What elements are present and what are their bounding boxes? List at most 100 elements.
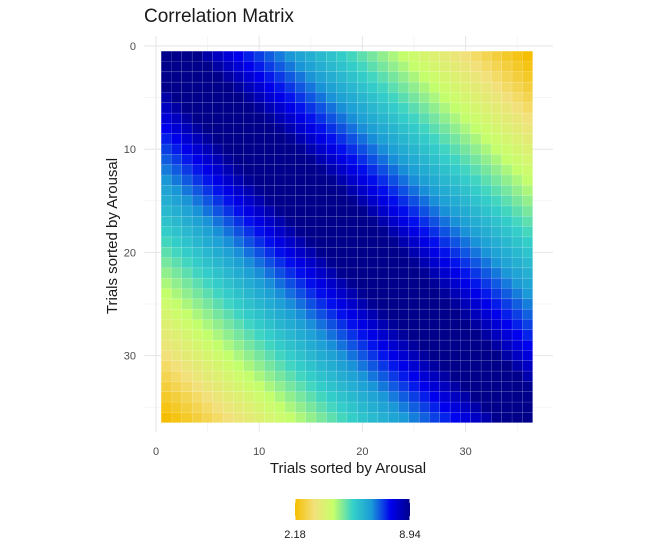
heatmap-cell (429, 71, 440, 83)
heatmap-cell (264, 195, 275, 206)
heatmap-cell (285, 381, 296, 392)
heatmap-cell (254, 185, 265, 196)
heatmap-cell (161, 175, 172, 186)
heatmap-cell (450, 247, 461, 258)
legend-ticks (294, 499, 411, 520)
heatmap-cell (181, 402, 193, 413)
cell-overlay-grid (160, 50, 533, 423)
heatmap-cell (171, 360, 182, 372)
heatmap-cell (254, 298, 265, 310)
heatmap-cell (264, 267, 275, 279)
heatmap-cell (171, 113, 182, 124)
heatmap-cell (481, 288, 492, 299)
heatmap-cell (181, 195, 193, 206)
heatmap-cell (233, 340, 244, 351)
heatmap-cell (181, 360, 193, 372)
heatmap-cell (295, 298, 306, 310)
heatmap-cell (522, 329, 533, 341)
heatmap-cell (305, 205, 316, 217)
heatmap-cell (481, 257, 492, 268)
heatmap-cell (512, 205, 523, 217)
heatmap-cell (223, 195, 234, 206)
heatmap-cell (326, 402, 337, 413)
heatmap-cell (202, 175, 213, 186)
heatmap-cell (274, 340, 285, 351)
heatmap-cell (501, 226, 513, 237)
heatmap-cell (377, 371, 389, 382)
heatmap-cell (326, 371, 337, 382)
heatmap-cell (326, 164, 337, 175)
heatmap-cell (429, 402, 440, 413)
x-axis-ticks: 0 10 20 30 (153, 446, 472, 458)
heatmap-cell (470, 391, 482, 403)
heatmap-cell (377, 123, 389, 134)
heatmap-cell (243, 195, 255, 206)
heatmap-cell (285, 267, 296, 279)
heatmap-cell (285, 288, 296, 299)
heatmap-cell (202, 278, 213, 289)
heatmap-cell (212, 402, 224, 413)
heatmap-cell (501, 412, 513, 423)
heatmap-cell (305, 340, 316, 351)
heatmap-cell (522, 391, 533, 403)
heatmap-cell (305, 144, 316, 155)
heatmap-cell (171, 123, 182, 134)
heatmap-cell (254, 92, 265, 103)
heatmap-cell (171, 236, 182, 248)
heatmap-cell (192, 216, 203, 227)
heatmap-cell (181, 247, 193, 258)
heatmap-cell (243, 288, 255, 299)
heatmap-cell (274, 82, 285, 93)
heatmap-cell (274, 412, 285, 423)
heatmap-cell (243, 185, 255, 196)
heatmap-cell (326, 205, 337, 217)
heatmap-cell (450, 51, 461, 62)
heatmap-cell (522, 71, 533, 83)
heatmap-cell (295, 61, 306, 72)
heatmap-cell (171, 402, 182, 413)
heatmap-cell (429, 102, 440, 114)
legend-min-label: 2.18 (284, 529, 305, 541)
heatmap-cell (408, 216, 420, 227)
heatmap-cell (491, 319, 502, 330)
heatmap-cell (367, 102, 378, 114)
heatmap-cell (326, 288, 337, 299)
heatmap-cell (274, 371, 285, 382)
heatmap-cell (398, 319, 409, 330)
heatmap-cell (254, 319, 265, 330)
heatmap-cell (305, 360, 316, 372)
heatmap-cell (295, 82, 306, 93)
heatmap-cell (346, 350, 358, 361)
heatmap-cell (202, 236, 213, 248)
heatmap-cell (305, 267, 316, 279)
heatmap-cell (336, 144, 347, 155)
x-tick-label: 0 (153, 446, 159, 458)
heatmap-cell (419, 102, 430, 114)
heatmap-cell (470, 257, 482, 268)
heatmap-cell (398, 381, 409, 392)
heatmap-cell (315, 82, 327, 93)
heatmap-cell (398, 278, 409, 289)
heatmap-cell (481, 360, 492, 372)
heatmap-cell (233, 288, 244, 299)
heatmap-cell (223, 92, 234, 103)
heatmap-cell (429, 267, 440, 279)
heatmap-cell (161, 350, 172, 361)
heatmap-cell (419, 123, 430, 134)
heatmap-cell (336, 164, 347, 175)
heatmap-cell (439, 216, 451, 227)
heatmap-cell (398, 92, 409, 103)
heatmap-cell (305, 381, 316, 392)
heatmap-cell (450, 381, 461, 392)
heatmap-cell (264, 391, 275, 403)
heatmap-cell (501, 154, 513, 165)
heatmap-cell (512, 51, 523, 62)
heatmap-cell (388, 82, 399, 93)
heatmap-cell (233, 175, 244, 186)
heatmap-cell (450, 154, 461, 165)
heatmap-cell (522, 113, 533, 124)
heatmap-cell (171, 92, 182, 103)
heatmap-cell (450, 391, 461, 403)
heatmap-cell (233, 371, 244, 382)
heatmap-cell (212, 185, 224, 196)
